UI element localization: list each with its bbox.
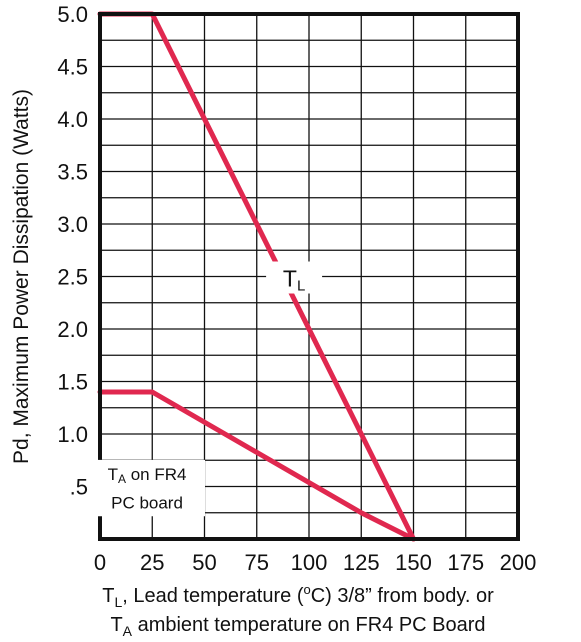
series-label-ta-rest: on FR4 <box>126 465 186 484</box>
y-tick-label: 3.0 <box>57 212 88 237</box>
plot-frame <box>98 12 520 541</box>
x-axis-label2-sub: A <box>123 623 133 639</box>
x-axis-label-line2: TA ambient temperature on FR4 PC Board <box>110 614 485 639</box>
series-label-ta-line1: TA on FR4 <box>108 465 187 486</box>
series-label-tl-background <box>266 261 323 294</box>
y-tick-label: 2.5 <box>57 265 88 290</box>
series-label-tl-text: TL <box>283 266 305 295</box>
x-tick-label: 50 <box>192 550 216 575</box>
y-tick-label: 1.5 <box>57 370 88 395</box>
y-tick-label: 3.5 <box>57 160 88 185</box>
x-axis-label2-t: T <box>110 614 122 636</box>
y-tick-labels: .5 1.0 1.5 2.0 2.5 3.0 3.5 4.0 4.5 5.0 <box>57 2 88 500</box>
x-tick-label: 125 <box>343 550 380 575</box>
x-tick-label: 150 <box>395 550 432 575</box>
x-tick-label: 75 <box>245 550 269 575</box>
x-axis-label1-sub: L <box>114 594 122 610</box>
x-tick-label: 200 <box>500 550 537 575</box>
series-label-ta-t: T <box>108 465 118 484</box>
x-axis-label1-mid: , Lead temperature ( <box>122 585 304 607</box>
series-label-tl-t: T <box>283 266 297 292</box>
x-tick-label: 100 <box>291 550 328 575</box>
series-label-ta-sub: A <box>118 472 126 486</box>
y-tick-label: 4.0 <box>57 107 88 132</box>
x-axis-label1-end: C) 3/8” from body. or <box>311 585 494 607</box>
x-tick-label: 25 <box>140 550 164 575</box>
x-axis-label1-sup: o <box>303 582 310 597</box>
series-label-ta-background <box>89 459 206 517</box>
y-tick-label: 4.5 <box>57 55 88 80</box>
series-line-1 <box>97 389 416 542</box>
y-tick-label: 2.0 <box>57 317 88 342</box>
y-axis-label: Pd, Maximum Power Dissipation (Watts) <box>10 89 33 464</box>
x-axis-label2-end: ambient temperature on FR4 PC Board <box>132 614 486 636</box>
x-tick-label: 175 <box>447 550 484 575</box>
y-tick-label: 5.0 <box>57 2 88 27</box>
x-tick-labels: 0 25 50 75 100 125 150 175 200 <box>94 550 536 575</box>
y-tick-label: .5 <box>70 475 88 500</box>
x-axis-label-line1: TL, Lead temperature (oC) 3/8” from body… <box>102 582 494 610</box>
series-label-tl-sub: L <box>297 278 305 295</box>
y-tick-label: 1.0 <box>57 422 88 447</box>
x-tick-label: 0 <box>94 550 106 575</box>
series-label-tl: TL <box>266 261 323 295</box>
series-label-ta-line2: PC board <box>111 493 183 512</box>
series-label-ta: TA on FR4 PC board <box>89 459 206 517</box>
x-axis-label1-t: T <box>102 585 114 607</box>
